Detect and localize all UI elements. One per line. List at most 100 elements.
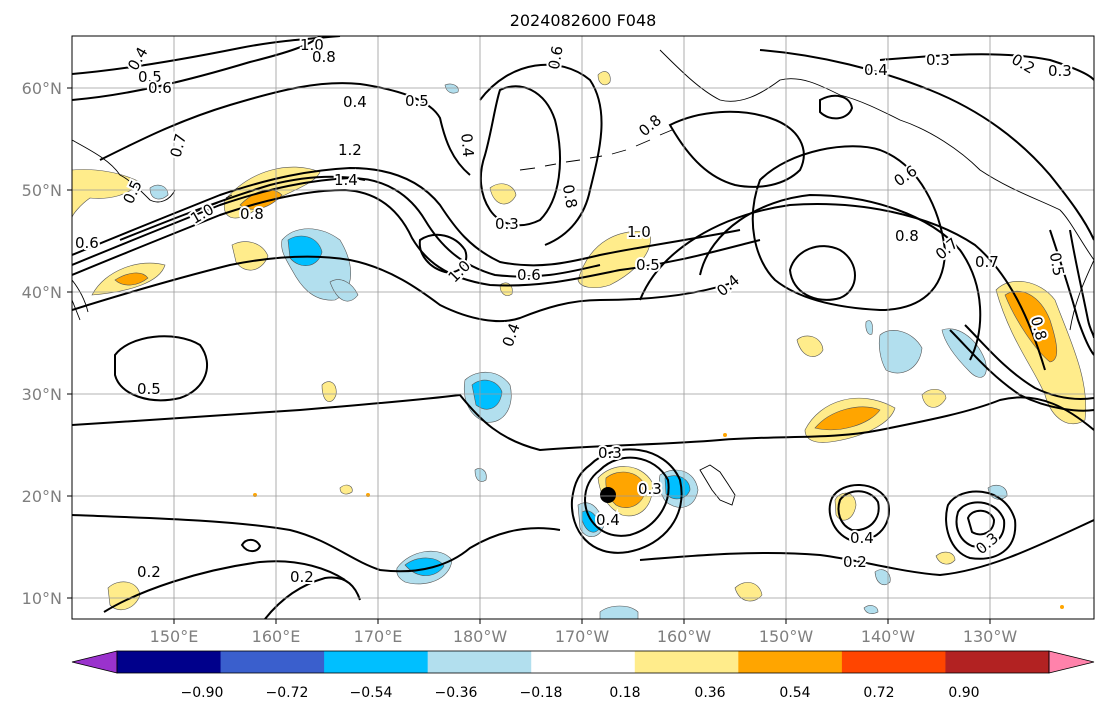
anomaly-region — [114, 272, 149, 286]
contour-line — [819, 94, 854, 120]
contour-label: 0.3 — [926, 51, 950, 69]
contour-line — [945, 490, 1017, 560]
lat-label: 10°N — [22, 589, 62, 608]
lon-label: 150°W — [759, 627, 814, 646]
contour-label: 0.4 — [850, 529, 874, 547]
island-marker — [723, 433, 727, 437]
colorbar-extend-high — [1048, 650, 1095, 674]
contour-label: 0.3 — [1048, 62, 1072, 80]
contour-label: 1.0 — [627, 223, 651, 241]
contour-line — [240, 538, 262, 553]
anomaly-region — [814, 406, 881, 431]
contour-line — [955, 501, 1006, 548]
anomaly-region — [941, 328, 987, 378]
contour-label: 0.5 — [405, 92, 429, 110]
contour-line — [964, 324, 1094, 400]
contour-line — [72, 166, 741, 267]
colorbar-cell — [531, 651, 636, 673]
anomaly-region — [874, 569, 891, 585]
anomaly-region — [878, 330, 923, 374]
coastline-northwest-america — [1069, 259, 1094, 331]
contour-label: 0.4 — [864, 61, 888, 79]
contour-label: 0.4 — [457, 133, 477, 158]
anomaly-region — [149, 184, 169, 200]
contour-line — [72, 36, 321, 101]
contour-line — [759, 49, 1094, 241]
anomaly-region — [599, 605, 639, 619]
colorbar-cell — [117, 651, 222, 673]
colorbar-extend-low — [71, 650, 118, 674]
colorbar-tick-label: 0.18 — [609, 685, 640, 701]
contour-line — [751, 145, 947, 312]
contour-lines — [72, 36, 1094, 619]
longitude-labels: 150°E 160°E 170°E 180°W 170°W 160°W 150°… — [150, 627, 1018, 646]
colorbar-cell — [634, 651, 739, 673]
contour-label: 0.5 — [138, 68, 162, 86]
contour-line — [1069, 229, 1094, 339]
contour-line — [828, 484, 890, 542]
contour-line — [103, 560, 346, 613]
contour-line — [788, 245, 856, 301]
contour-line — [72, 176, 601, 278]
colorbar-tick-labels: −0.90 −0.72 −0.54 −0.36 −0.18 0.18 0.36 … — [181, 685, 980, 701]
anomaly-region — [72, 169, 141, 219]
lat-label: 40°N — [22, 283, 62, 302]
colorbar-tick-label: −0.18 — [520, 685, 563, 701]
lon-label: 140°W — [861, 627, 916, 646]
figure-title: 2024082600 F048 — [510, 11, 657, 30]
colorbar-cells — [117, 651, 1050, 673]
contour-label: 0.6 — [75, 234, 99, 252]
contour-label: 0.2 — [290, 568, 314, 586]
colorbar-tick-label: 0.36 — [694, 685, 725, 701]
colorbar-tick-label: −0.54 — [350, 685, 393, 701]
lon-label: 160°E — [252, 627, 301, 646]
contour-label: 0.5 — [1046, 251, 1068, 278]
contour-line — [264, 576, 361, 619]
anomaly-region — [597, 71, 611, 86]
colorbar-cell — [324, 651, 429, 673]
anomaly-region — [471, 379, 503, 410]
colorbar-tick-label: −0.90 — [181, 685, 224, 701]
lon-label: 170°W — [555, 627, 610, 646]
contour-label: 0.3 — [598, 444, 622, 462]
colorbar-cell — [841, 651, 946, 673]
anomaly-region — [863, 605, 879, 614]
contour-label: 0.3 — [495, 215, 519, 233]
latitude-labels: 60°N 50°N 40°N 30°N 20°N 10°N — [22, 79, 62, 608]
contour-line — [72, 514, 561, 573]
contour-line — [72, 255, 741, 323]
contour-line — [639, 203, 1046, 371]
contour-label: 0.8 — [895, 227, 919, 245]
contour-label: 0.5 — [137, 380, 161, 398]
colorbar-tick-label: −0.72 — [266, 685, 309, 701]
contour-label: 0.6 — [517, 266, 541, 284]
contour-line — [583, 456, 670, 537]
anomaly-region — [287, 235, 323, 266]
anomaly-region — [329, 279, 359, 302]
lon-label: 150°E — [150, 627, 199, 646]
lat-label: 30°N — [22, 385, 62, 404]
coastline-alaska — [659, 49, 1094, 261]
island-marker — [600, 487, 616, 503]
contour-line — [699, 193, 982, 361]
colorbar-cell — [738, 651, 843, 673]
colorbar: −0.90 −0.72 −0.54 −0.36 −0.18 0.18 0.36 … — [71, 650, 1095, 701]
contour-label: 0.5 — [636, 256, 660, 274]
anomaly-region — [865, 320, 873, 335]
contour-line — [99, 82, 471, 176]
contour-label: 0.7 — [975, 253, 999, 271]
anomaly-region — [339, 484, 353, 495]
colorbar-tick-label: 0.54 — [779, 685, 810, 701]
lon-label: 170°E — [354, 627, 403, 646]
colorbar-cell — [427, 651, 532, 673]
island-marker — [1060, 605, 1064, 609]
contour-line — [879, 53, 1094, 81]
colorbar-tick-label: 0.90 — [948, 685, 979, 701]
anomaly-region — [444, 83, 459, 94]
lat-label: 60°N — [22, 79, 62, 98]
contour-line — [1049, 229, 1094, 356]
contour-line — [949, 329, 1094, 412]
colorbar-cell — [220, 651, 325, 673]
anomaly-region — [489, 183, 517, 205]
